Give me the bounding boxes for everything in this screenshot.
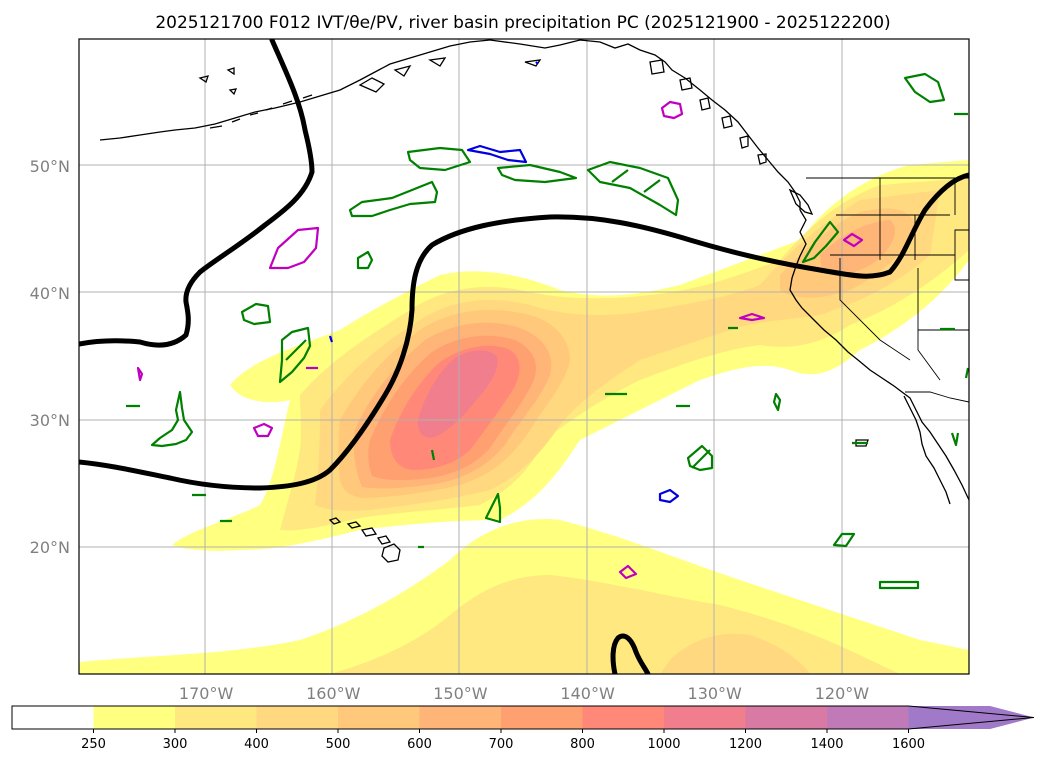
coastlines (99, 39, 969, 563)
colorbar-label: 300 (163, 737, 188, 752)
theta-e-magenta-4 (252, 422, 274, 438)
longitude-labels: 170°W 160°W 150°W 140°W 130°W 120°W (179, 684, 869, 703)
theta-e-contour-south2 (832, 532, 856, 548)
colorbar-label: 700 (489, 737, 514, 752)
pv-contours (79, 39, 969, 674)
colorbar: 250 300 400 500 600 700 800 1000 1200 1400 1600 (11, 705, 1035, 752)
ivt-band-1000 (417, 350, 498, 438)
lon-tick-label: 170°W (179, 684, 234, 703)
colorbar-label: 250 (81, 737, 106, 752)
theta-e-blue-2 (658, 488, 680, 504)
colorbar-label: 1200 (729, 737, 762, 752)
colorbar-segment (664, 706, 746, 729)
colorbar-extend-segment (908, 706, 1034, 729)
theta-e-magenta-1 (268, 226, 320, 270)
theta-e-blue-contours (328, 61, 680, 504)
us-mexico-border (905, 391, 969, 403)
colorbar-label: 800 (570, 737, 595, 752)
colorbar-label: 1600 (892, 737, 925, 752)
lat-tick-label: 30°N (30, 411, 70, 430)
theta-e-contour-south3 (878, 580, 920, 590)
theta-e-contour-south1 (484, 492, 502, 524)
colorbar-segment (501, 706, 583, 729)
theta-e-magenta-3 (842, 232, 864, 248)
coastline-alaska-gulf (489, 39, 801, 210)
lon-tick-label: 130°W (688, 684, 743, 703)
colorbar-outline (11, 705, 1035, 730)
theta-e-contours (126, 72, 969, 590)
theta-e-contour-west (278, 326, 312, 384)
coastline-hawaii (328, 517, 401, 563)
colorbar-segment (338, 706, 420, 729)
theta-e-contour-southwest (150, 390, 194, 448)
ivt-band-600-ne (820, 220, 895, 275)
colorbar-under-segment (12, 706, 94, 729)
colorbar-segment (256, 706, 339, 729)
theta-e-blue-3 (328, 61, 539, 343)
lon-tick-label: 160°W (306, 684, 361, 703)
colorbar-segment (175, 706, 257, 729)
pv-contour-north (79, 39, 315, 348)
colorbar-segment (745, 706, 828, 729)
theta-e-magenta-contours (136, 100, 864, 580)
colorbar-label: 600 (407, 737, 432, 752)
lon-tick-label: 150°W (433, 684, 488, 703)
lat-tick-label: 20°N (30, 538, 70, 557)
coastline-canada-west (789, 209, 969, 501)
theta-e-magenta-5 (618, 564, 638, 580)
coastline-vancouver-island (788, 188, 814, 216)
figure-title: 2025121700 F012 IVT/θe/PV, river basin p… (155, 13, 890, 33)
lon-tick-label: 140°W (560, 684, 615, 703)
theta-e-contour-mid (686, 444, 714, 472)
colorbar-segment (827, 706, 909, 729)
theta-e-contour-small2 (240, 302, 272, 326)
colorbar-label: 1000 (647, 737, 680, 752)
theta-e-contour-north4 (348, 180, 439, 218)
theta-e-contour-small3 (430, 367, 969, 461)
graticule (79, 39, 969, 674)
lat-tick-label: 50°N (30, 157, 70, 176)
theta-e-contour-small1 (356, 250, 374, 270)
theta-e-contour-dash1 (126, 112, 968, 549)
latitude-labels: 20°N 30°N 40°N 50°N (30, 157, 70, 557)
colorbar-segment (419, 706, 502, 729)
colorbar-segment (582, 706, 665, 729)
theta-e-contour-coast (801, 220, 840, 264)
coastline-aleutians (209, 94, 313, 129)
colorbar-label: 400 (244, 737, 269, 752)
map-content (79, 39, 969, 674)
coastline-mexico (903, 395, 951, 505)
theta-e-contour-northeast (903, 72, 946, 104)
map-frame (78, 38, 970, 675)
ivt-band-400-south (660, 633, 810, 674)
colorbar-segment (93, 706, 176, 729)
theta-e-blue-1 (466, 144, 528, 164)
lon-tick-label: 120°W (815, 684, 870, 703)
theta-e-contour-north1 (406, 146, 472, 172)
coastline-alaska-islands (198, 57, 767, 165)
borders (806, 177, 969, 403)
theta-e-magenta-7 (136, 366, 318, 382)
pv-contour-main (79, 172, 969, 491)
theta-e-contour-north3 (586, 160, 680, 217)
colorbar-label: 1400 (810, 737, 843, 752)
state-borders (830, 178, 969, 381)
theta-e-magenta-2 (660, 100, 684, 120)
theta-e-magenta-6 (738, 312, 766, 322)
lat-tick-label: 40°N (30, 284, 70, 303)
colorbar-label: 500 (326, 737, 351, 752)
theta-e-contour-north2 (496, 163, 578, 184)
pv-contour-south (610, 633, 651, 674)
